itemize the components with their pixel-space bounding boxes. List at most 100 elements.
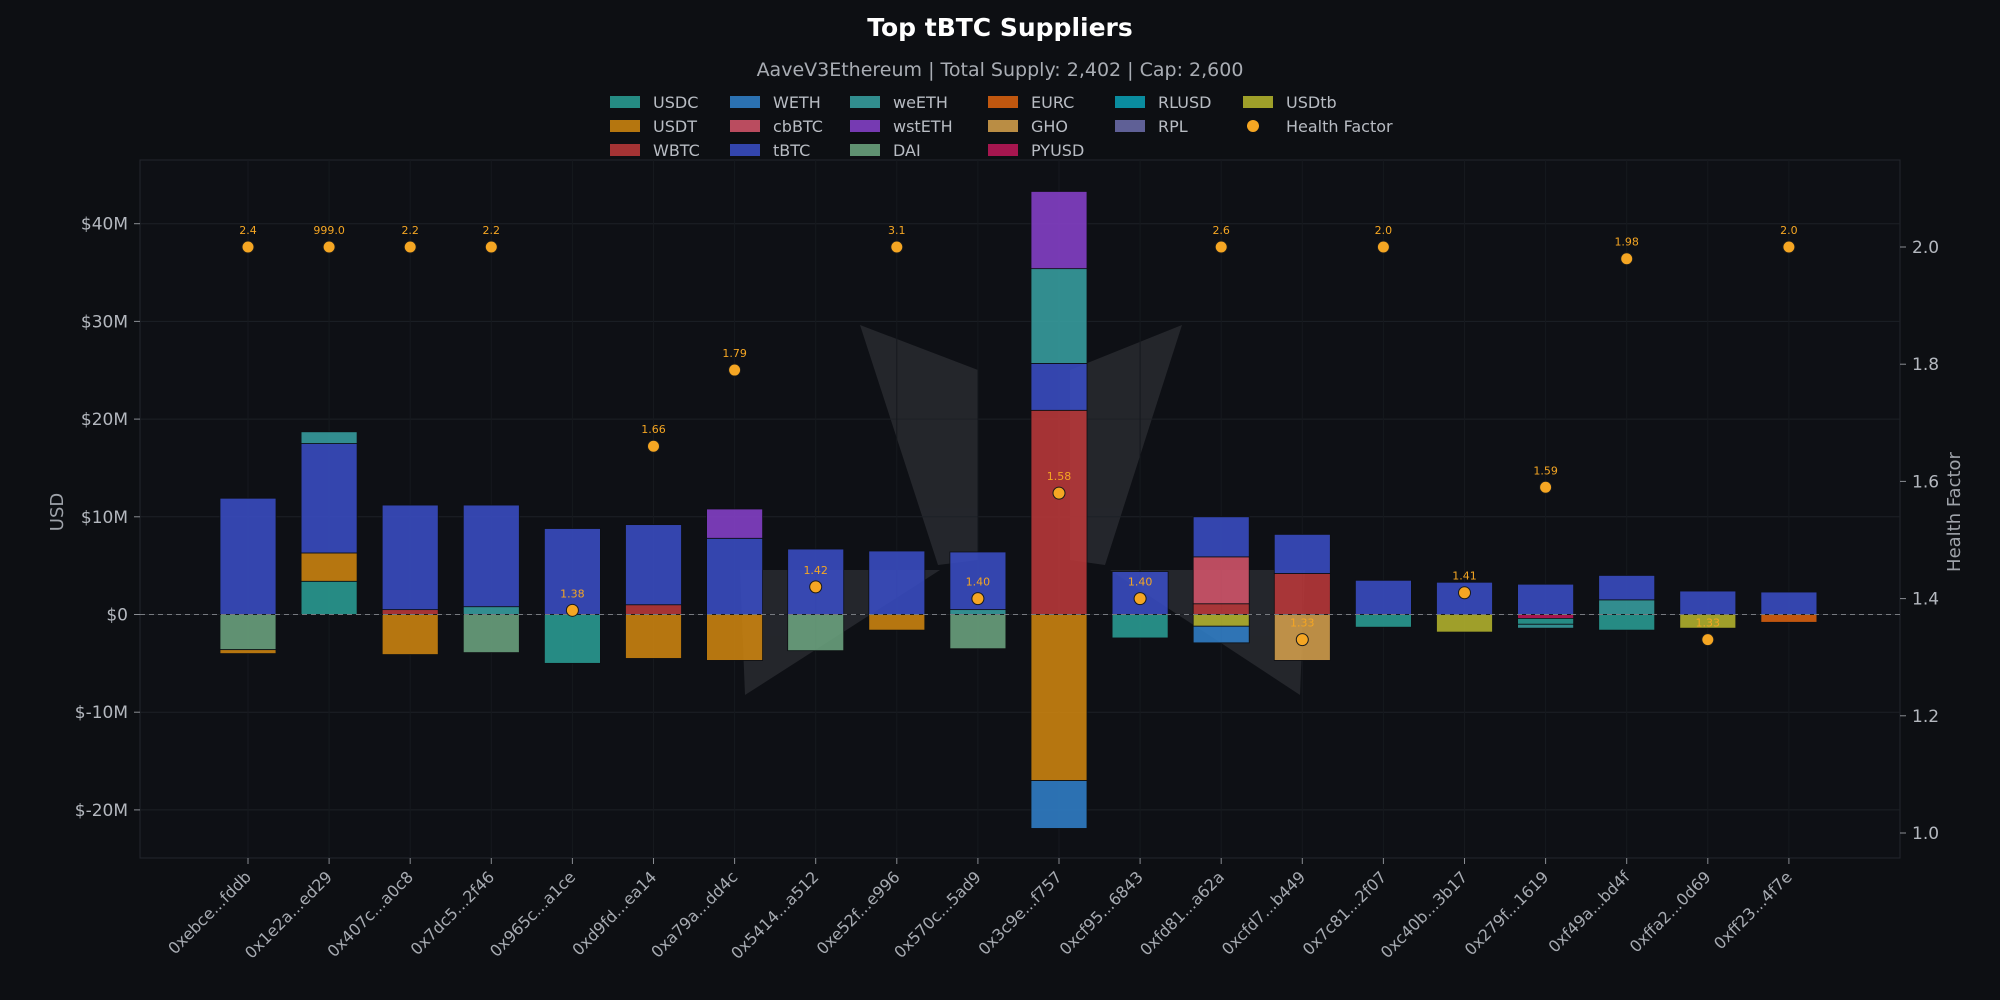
- bars: [219, 191, 1818, 829]
- bar-segment-supply: [462, 606, 520, 615]
- health-factor-label: 999.0: [313, 224, 345, 237]
- health-factor-series: 2.4 999.0 2.2 2.2 1.38 1.66 1.79 1.42 3.1 1.40 1.5…: [239, 224, 1798, 647]
- legend-item-label: DAI: [893, 141, 921, 160]
- legend-swatch: [1243, 96, 1273, 108]
- bar-segment-borrow: [1436, 614, 1493, 633]
- bar-segment-borrow: [625, 614, 682, 659]
- legend-swatch: [730, 120, 760, 132]
- bar-segment-borrow: [1517, 618, 1574, 625]
- legend-item-label: RLUSD: [1158, 93, 1211, 112]
- bar-segment-supply: [1192, 556, 1250, 605]
- legend-swatch: [1115, 96, 1145, 108]
- bar-segment-supply: [868, 550, 926, 615]
- health-factor-label: 1.66: [641, 423, 666, 436]
- health-factor-label: 1.41: [1452, 570, 1477, 583]
- legend-item-label: tBTC: [773, 141, 810, 160]
- bar-segment-supply: [1598, 575, 1656, 601]
- bar-segment-supply: [381, 504, 439, 611]
- bar-segment-borrow: [1111, 614, 1169, 639]
- y2-axis-label: Health Factor: [1944, 451, 1965, 572]
- health-factor-label: 1.40: [966, 576, 991, 589]
- legend: USDC USDT WBTC WETH cbBTC tBTC weETH wstETH DAI E…: [610, 93, 1393, 160]
- y-tick-label: $40M: [81, 215, 128, 235]
- health-factor-label: 2.0: [1780, 224, 1798, 237]
- health-factor-label: 1.33: [1290, 617, 1315, 630]
- health-factor-point: [1701, 633, 1715, 647]
- health-factor-point: [890, 240, 904, 254]
- bar-segment-supply: [462, 504, 520, 608]
- y2-tick-label: 2.0: [1912, 238, 1939, 258]
- bar-segment-borrow: [462, 614, 520, 654]
- health-factor-label: 1.42: [803, 564, 828, 577]
- legend-item-label: RPL: [1158, 117, 1188, 136]
- y-tick-label: $20M: [81, 410, 128, 430]
- legend-item-label: cbBTC: [773, 117, 823, 136]
- bar-segment-supply: [625, 524, 682, 606]
- y-tick-label: $0: [106, 606, 128, 626]
- legend-swatch: [988, 144, 1018, 156]
- bar-segment-borrow: [868, 614, 926, 631]
- bar-segment-supply: [1030, 409, 1088, 615]
- health-factor-label: 2.4: [239, 224, 257, 237]
- bar-segment-supply: [625, 604, 682, 615]
- bar-segment-borrow: [381, 614, 439, 655]
- y2-tick-label: 1.8: [1912, 355, 1939, 375]
- legend-item-label: EURC: [1031, 93, 1074, 112]
- bar-segment-supply: [1273, 573, 1331, 615]
- legend-swatch: [610, 120, 640, 132]
- health-factor-label: 2.0: [1375, 224, 1393, 237]
- bar-segment-supply: [706, 508, 763, 539]
- health-factor-point: [1782, 240, 1796, 254]
- health-factor-point: [403, 240, 417, 254]
- bar-segment-borrow: [219, 649, 277, 654]
- chart-subtitle: AaveV3Ethereum | Total Supply: 2,402 | C…: [757, 59, 1244, 81]
- bar-segment-supply: [381, 609, 439, 615]
- health-factor-label: 2.2: [401, 224, 419, 237]
- health-factor-label: 1.59: [1533, 464, 1558, 477]
- bar-segment-supply: [1192, 603, 1250, 615]
- bar-segment-supply: [300, 580, 358, 615]
- legend-item-label: USDC: [653, 93, 698, 112]
- y-axis-label: USD: [47, 493, 68, 531]
- legend-item-label: USDtb: [1286, 93, 1337, 112]
- legend-item-label: WETH: [773, 93, 821, 112]
- y2-axis-ticks: 2.0 1.8 1.6 1.4 1.2 1.0: [1900, 238, 1939, 844]
- legend-item-label: weETH: [893, 93, 948, 112]
- bar-segment-borrow: [1760, 614, 1818, 623]
- y-tick-label: $10M: [81, 508, 128, 528]
- health-factor-label: 1.38: [560, 587, 585, 600]
- bar-segment-borrow: [1030, 780, 1088, 829]
- health-factor-point: [1052, 486, 1066, 500]
- health-factor-point: [484, 240, 498, 254]
- bar-segment-borrow: [1517, 623, 1574, 629]
- health-factor-point: [1620, 252, 1634, 266]
- legend-swatch: [988, 96, 1018, 108]
- bar-segment-borrow: [1598, 614, 1656, 631]
- legend-swatch: [850, 120, 880, 132]
- bar-segment-borrow: [1030, 614, 1088, 781]
- legend-item-label: GHO: [1031, 117, 1068, 136]
- bar-segment-supply: [1517, 583, 1574, 615]
- bar-segment-supply: [1273, 533, 1331, 574]
- bar-segment-supply: [544, 528, 601, 615]
- legend-item-label: PYUSD: [1031, 141, 1084, 160]
- bar-segment-borrow: [1355, 614, 1412, 628]
- bar-segment-borrow: [544, 614, 601, 664]
- bar-segment-borrow: [1192, 614, 1250, 627]
- chart-title: Top tBTC Suppliers: [867, 13, 1133, 42]
- bar-segment-borrow: [1517, 614, 1574, 619]
- y-tick-label: $-20M: [75, 801, 128, 821]
- bar-segment-supply: [300, 552, 358, 582]
- health-factor-point: [971, 592, 985, 606]
- legend-swatch: [1115, 120, 1145, 132]
- y2-tick-label: 1.2: [1912, 707, 1939, 727]
- bar-segment-supply: [1030, 363, 1088, 411]
- bar-segment-supply: [219, 497, 277, 615]
- bar-segment-supply: [300, 443, 358, 554]
- legend-swatch: [850, 96, 880, 108]
- legend-item-label: Health Factor: [1286, 117, 1393, 136]
- y-tick-label: $30M: [81, 312, 128, 332]
- y2-tick-label: 1.4: [1912, 590, 1939, 610]
- bar-segment-supply: [1760, 591, 1818, 615]
